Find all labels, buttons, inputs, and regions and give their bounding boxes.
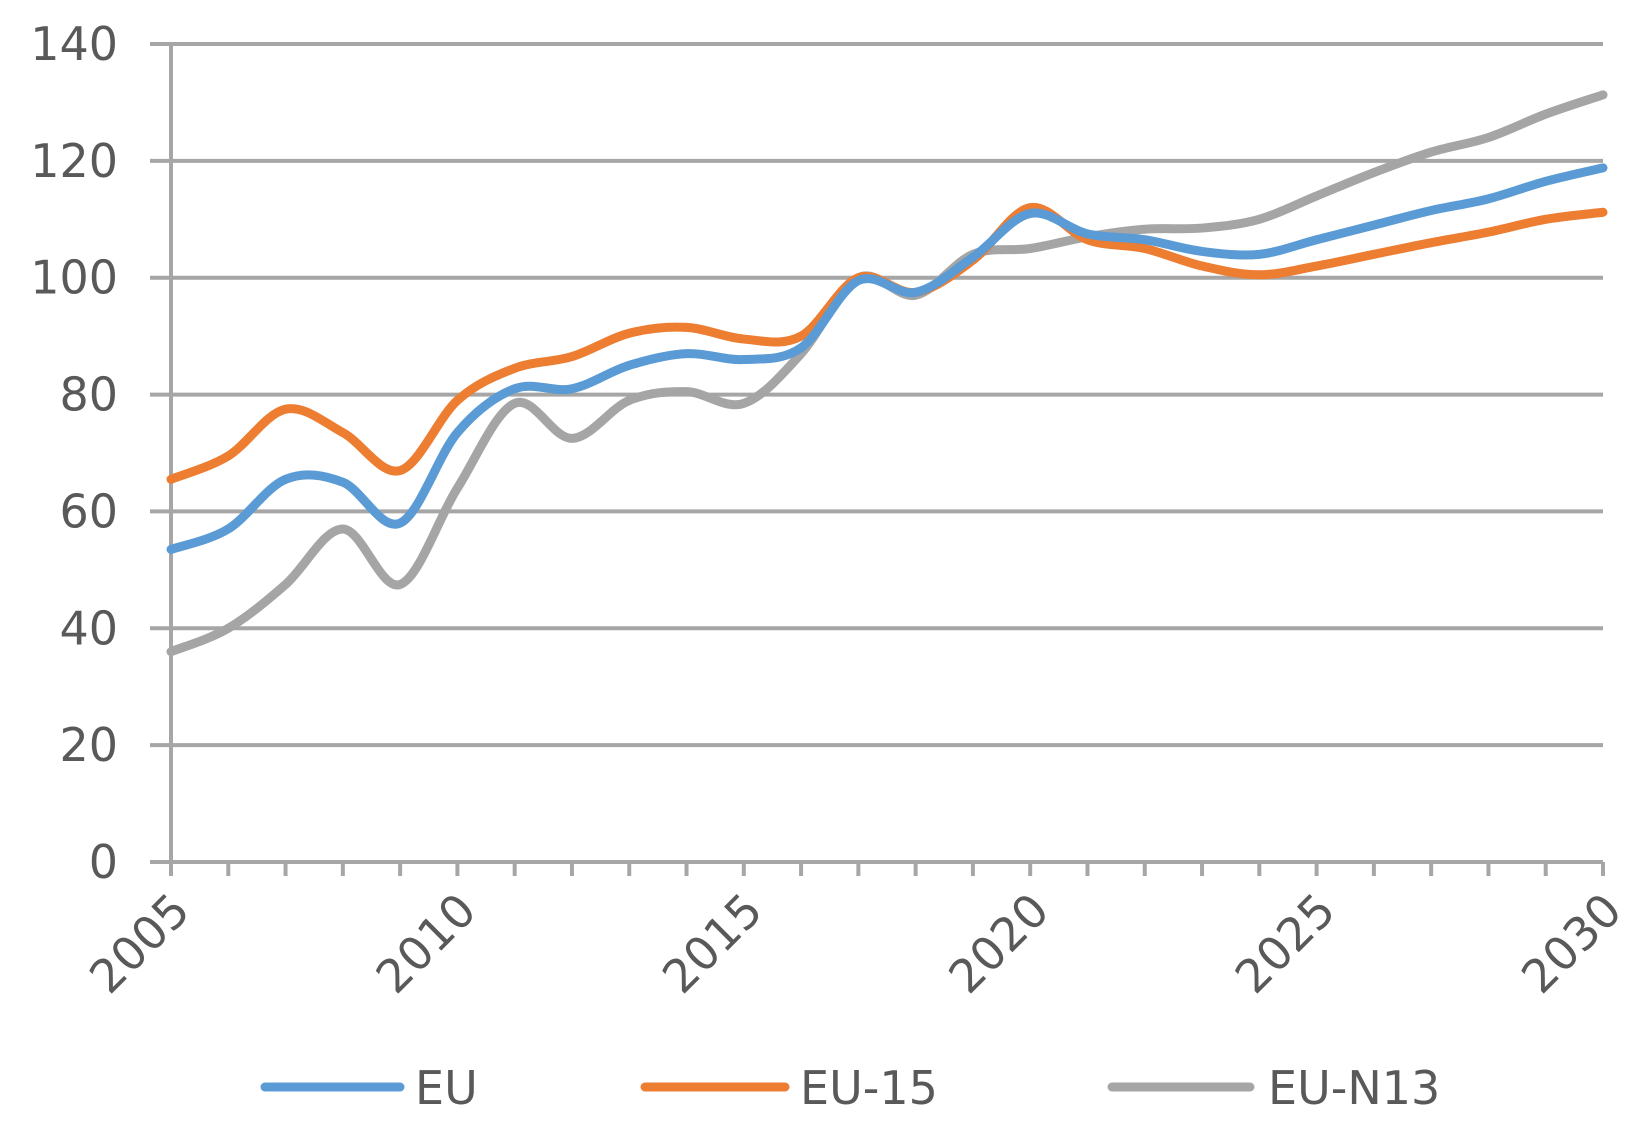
series-line-eu-n13	[166, 90, 1608, 657]
y-tick-label: 80	[59, 368, 118, 422]
legend-label-eu: EU	[415, 1061, 478, 1115]
y-tick-label: 60	[59, 484, 118, 538]
series-line-eu-15	[166, 203, 1608, 484]
x-tick-label: 2010	[365, 883, 486, 1004]
x-tick-label: 2030	[1511, 883, 1632, 1004]
gridlines	[150, 42, 1603, 748]
x-tick-label: 2020	[938, 883, 1059, 1004]
x-tick-label: 2005	[79, 883, 200, 1004]
legend-label-eu-15: EU-15	[800, 1061, 938, 1115]
legend-label-eu-n13: EU-N13	[1268, 1061, 1440, 1115]
y-tick-label: 40	[59, 601, 118, 655]
y-tick-label: 0	[89, 835, 118, 889]
series-lines	[166, 90, 1608, 657]
y-tick-label: 120	[30, 134, 118, 188]
y-tick-label: 100	[30, 251, 118, 305]
legend: EU EU-15 EU-N13	[260, 1061, 1440, 1115]
series-line-eu	[166, 163, 1608, 554]
x-tick-label: 2015	[652, 883, 773, 1004]
y-tick-label: 20	[59, 718, 118, 772]
x-tick-label: 2025	[1225, 883, 1346, 1004]
y-tick-label: 140	[30, 17, 118, 71]
